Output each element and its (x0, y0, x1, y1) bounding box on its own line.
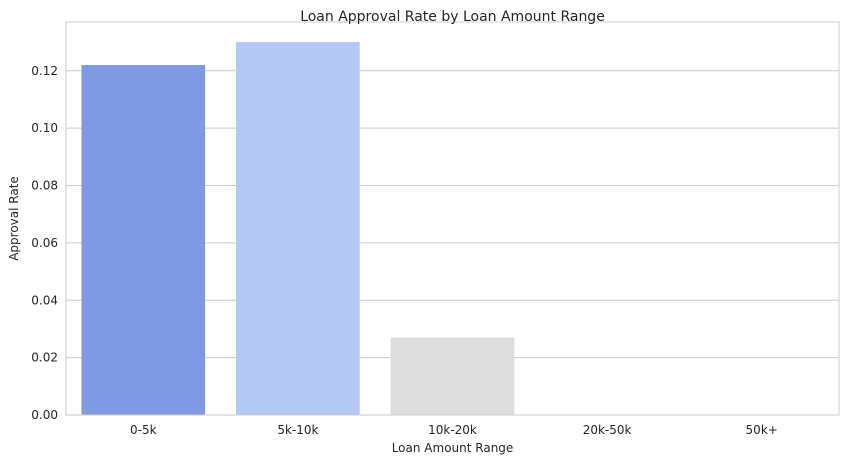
y-tick-label: 0.12 (31, 64, 58, 78)
x-axis-label: Loan Amount Range (392, 441, 514, 455)
y-tick-label: 0.06 (31, 236, 58, 250)
plot-frame (65, 21, 840, 416)
y-tick-label: 0.00 (31, 408, 58, 422)
x-tick-label: 0-5k (130, 423, 157, 437)
bar-10k-20k (390, 337, 515, 415)
y-tick-label: 0.10 (31, 121, 58, 135)
y-tick-labels: 0.00 0.02 0.04 0.06 0.08 0.10 0.12 (31, 64, 58, 422)
x-tick-label: 50k+ (746, 423, 778, 437)
x-tick-label: 5k-10k (277, 423, 318, 437)
bar-0-5k (81, 65, 206, 415)
y-tick-label: 0.04 (31, 293, 58, 307)
bars (81, 42, 515, 415)
bar-5k-10k (236, 42, 360, 415)
y-tick-label: 0.02 (31, 351, 58, 365)
x-tick-labels: 0-5k 5k-10k 10k-20k 20k-50k 50k+ (130, 423, 778, 437)
y-axis-label: Approval Rate (7, 176, 21, 261)
x-tick-label: 20k-50k (583, 423, 632, 437)
chart-title: Loan Approval Rate by Loan Amount Range (300, 9, 605, 25)
y-tick-label: 0.08 (31, 179, 58, 193)
x-tick-label: 10k-20k (428, 423, 477, 437)
